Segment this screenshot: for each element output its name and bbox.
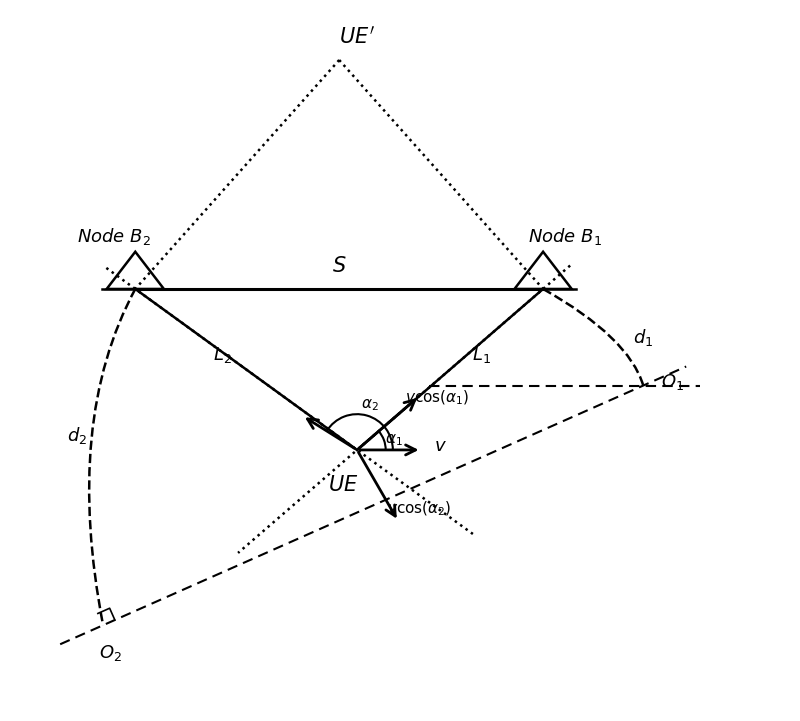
Text: $\alpha_2$: $\alpha_2$: [361, 397, 378, 413]
Text: $v\cos(\alpha_1)$: $v\cos(\alpha_1)$: [405, 389, 470, 407]
Text: $UE$: $UE$: [327, 475, 358, 495]
Text: $\alpha_1$: $\alpha_1$: [385, 432, 403, 448]
Text: $d_2$: $d_2$: [67, 425, 87, 446]
Text: $Node\ B_2$: $Node\ B_2$: [77, 226, 150, 247]
Text: $d_1$: $d_1$: [633, 327, 653, 348]
Text: $Node\ B_1$: $Node\ B_1$: [527, 226, 602, 247]
Text: $O_1$: $O_1$: [661, 372, 684, 392]
Text: $UE'$: $UE'$: [339, 25, 375, 47]
Text: $v$: $v$: [434, 438, 447, 456]
Text: $O_2$: $O_2$: [98, 643, 122, 663]
Text: $S$: $S$: [332, 256, 346, 276]
Text: $L_2$: $L_2$: [213, 345, 232, 365]
Text: $v\cos(\alpha_2)$: $v\cos(\alpha_2)$: [387, 500, 451, 518]
Text: $L_1$: $L_1$: [471, 345, 490, 365]
